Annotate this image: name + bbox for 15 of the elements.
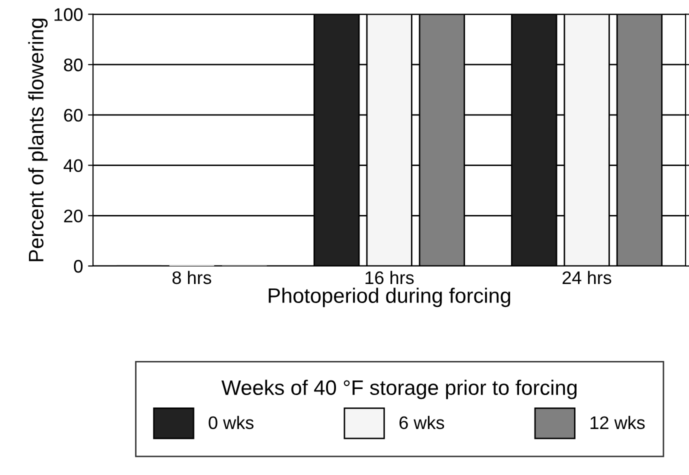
y-tick-label: 80 bbox=[64, 58, 83, 72]
x-tick-label: 8 hrs bbox=[172, 270, 212, 284]
x-tick-label: 16 hrs bbox=[366, 270, 414, 284]
y-tick-label: 60 bbox=[64, 108, 83, 122]
x-tick-label: 24 hrs bbox=[562, 270, 612, 284]
legend-label: 6 wks bbox=[400, 416, 444, 430]
legend-label: 0 wks bbox=[208, 416, 254, 430]
y-tick-label: 40 bbox=[64, 159, 83, 172]
y-axis-title: Percent of plants flowering bbox=[28, 18, 48, 262]
y-tick-label: 0 bbox=[74, 260, 83, 273]
legend-title: Weeks of 40 °F storage prior to forcing bbox=[221, 380, 577, 400]
y-tick-label: 100 bbox=[54, 8, 83, 21]
legend-label: 12 wks bbox=[590, 416, 645, 430]
y-tick-label: 20 bbox=[64, 210, 83, 222]
x-axis-title: Photoperiod during forcing bbox=[268, 288, 510, 308]
